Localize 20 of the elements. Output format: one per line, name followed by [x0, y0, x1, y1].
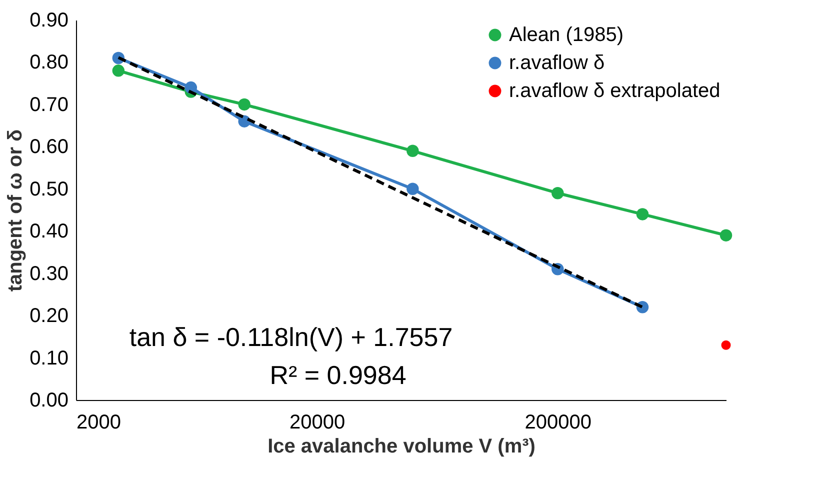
y-tick-label: 0.30	[30, 262, 68, 285]
annotation: tan δ = -0.118ln(V) + 1.7557	[129, 322, 453, 352]
y-tick-label: 0.60	[30, 136, 68, 158]
annotation: R² = 0.9984	[270, 360, 406, 390]
y-tick-label: 0.70	[30, 94, 68, 116]
y-axis-title: tangent of ω or δ	[4, 129, 27, 292]
y-tick-label: 0.20	[30, 305, 68, 328]
y-tick-label: 0.10	[30, 347, 68, 370]
legend-label: Alean (1985)	[509, 24, 624, 46]
y-tick-label: 0.90	[30, 10, 68, 32]
x-tick-label: 2000	[76, 412, 121, 434]
legend-label: r.avaflow δ	[509, 52, 605, 74]
y-tick-label: 0.80	[30, 52, 68, 74]
x-tick-label: 200000	[524, 412, 592, 434]
legend-label: r.avaflow δ extrapolated	[509, 80, 720, 102]
y-tick-label: 0.00	[30, 390, 68, 412]
x-tick-label: 20000	[290, 412, 346, 434]
x-axis-title: Ice avalanche volume V (m³)	[268, 436, 536, 458]
y-tick-label: 0.40	[30, 220, 68, 243]
y-tick-label: 0.50	[30, 178, 68, 200]
